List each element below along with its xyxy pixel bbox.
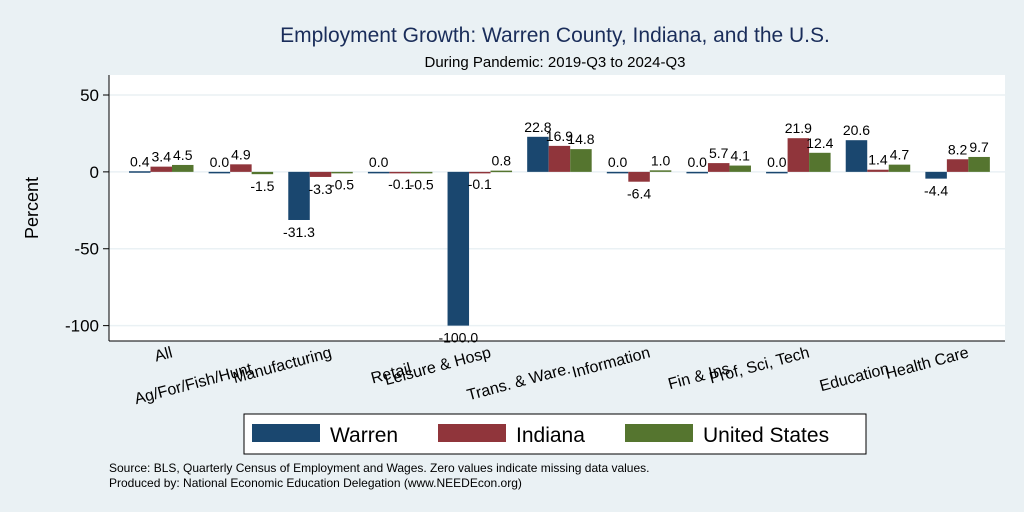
chart-title: Employment Growth: Warren County, Indian…	[280, 24, 830, 47]
data-label: 22.8	[524, 119, 551, 135]
data-label: -0.1	[388, 176, 412, 192]
y-ticks: 50 0 -50 -100	[65, 86, 109, 336]
data-label: -31.3	[283, 224, 315, 240]
category-label: Information	[570, 344, 652, 381]
bar-warren	[845, 140, 868, 172]
data-label: 0.0	[210, 154, 230, 170]
bar-united-states	[729, 165, 751, 172]
category-label: Manufacturing	[231, 344, 333, 387]
bar-indiana	[150, 166, 172, 172]
source-note: Source: BLS, Quarterly Census of Employm…	[109, 461, 649, 475]
category-label: All	[153, 344, 175, 365]
category-label: Health Care	[884, 344, 971, 383]
bar-warren	[447, 171, 470, 326]
data-label: 12.4	[806, 135, 833, 151]
data-label: 1.0	[651, 152, 671, 168]
data-label: 21.9	[785, 120, 812, 136]
plot-area	[109, 75, 1005, 341]
bar-indiana	[946, 159, 969, 172]
bar-united-states	[809, 152, 831, 172]
bars	[129, 136, 990, 326]
data-label: -0.5	[410, 177, 434, 193]
bar-united-states	[570, 149, 592, 172]
data-label: 3.4	[152, 149, 172, 165]
y-tick-label: 50	[80, 86, 99, 105]
bar-warren	[766, 171, 788, 174]
data-label: 16.9	[546, 128, 573, 144]
category-label: Trans. & Ware.	[465, 360, 572, 404]
data-label: 4.7	[890, 147, 910, 163]
data-label: -1.5	[250, 178, 274, 194]
data-label: -3.3	[308, 181, 332, 197]
y-tick-label: -100	[65, 317, 99, 336]
data-label: 0.8	[492, 153, 512, 169]
bar-warren	[367, 171, 390, 174]
legend-swatch-indiana	[438, 424, 506, 442]
data-label: 0.0	[767, 154, 787, 170]
bar-warren	[686, 171, 708, 174]
bar-warren	[208, 171, 231, 174]
data-label: -0.5	[330, 177, 354, 193]
legend-label-united-states: United States	[703, 424, 829, 447]
bar-united-states	[172, 164, 194, 172]
data-label: 1.4	[868, 152, 888, 168]
bar-united-states	[490, 170, 513, 173]
data-label: 0.0	[687, 154, 707, 170]
data-label: 8.2	[948, 141, 968, 157]
bar-united-states	[410, 171, 433, 174]
bar-warren	[527, 136, 549, 172]
data-label: -0.1	[468, 176, 492, 192]
data-label: -4.4	[924, 183, 948, 199]
chart-subtitle: During Pandemic: 2019-Q3 to 2024-Q3	[425, 54, 686, 71]
bar-indiana	[867, 169, 889, 172]
y-tick-label: 0	[90, 163, 99, 182]
data-label: 5.7	[709, 145, 729, 161]
bar-united-states	[968, 156, 990, 172]
bar-warren	[606, 171, 629, 174]
data-label: 4.1	[730, 148, 750, 164]
legend-swatch-united-states	[625, 424, 693, 442]
bar-indiana	[548, 145, 571, 172]
data-label: 0.4	[130, 153, 150, 169]
data-label: 14.8	[567, 131, 594, 147]
data-label: 9.7	[969, 139, 989, 155]
legend-label-warren: Warren	[330, 424, 398, 447]
legend: Warren Indiana United States	[243, 413, 867, 455]
bar-indiana	[230, 164, 252, 172]
produced-by-note: Produced by: National Economic Education…	[109, 476, 522, 490]
legend-swatch-warren	[252, 424, 320, 442]
data-label: 20.6	[843, 122, 870, 138]
bar-indiana	[309, 171, 332, 177]
bar-united-states	[649, 170, 672, 172]
bar-indiana	[389, 171, 411, 174]
bar-warren	[129, 171, 151, 173]
bar-indiana	[469, 171, 491, 174]
category-label: Prof, Sci, Tech	[708, 344, 812, 387]
data-label: -6.4	[627, 186, 651, 202]
bar-warren	[925, 171, 947, 179]
bar-indiana	[787, 138, 810, 172]
bar-indiana	[707, 163, 730, 172]
bar-united-states	[251, 171, 274, 175]
category-label: Education	[818, 360, 891, 395]
bar-warren	[288, 171, 310, 220]
y-axis-label: Percent	[22, 177, 42, 239]
data-label: 0.0	[369, 154, 389, 170]
data-label: 4.5	[173, 147, 193, 163]
bar-united-states	[888, 164, 911, 172]
data-label: 0.0	[608, 154, 628, 170]
data-label: 4.9	[231, 146, 251, 162]
legend-label-indiana: Indiana	[516, 424, 585, 447]
y-tick-label: -50	[74, 240, 99, 259]
bar-indiana	[628, 171, 650, 182]
legend-box	[243, 413, 867, 455]
bar-united-states	[331, 171, 353, 174]
data-labels: 0.4 3.4 4.5 0.0 4.9-1.5-31.3-3.3-0.50.0-0.1-…	[130, 119, 989, 346]
data-label: -100.0	[438, 330, 478, 346]
